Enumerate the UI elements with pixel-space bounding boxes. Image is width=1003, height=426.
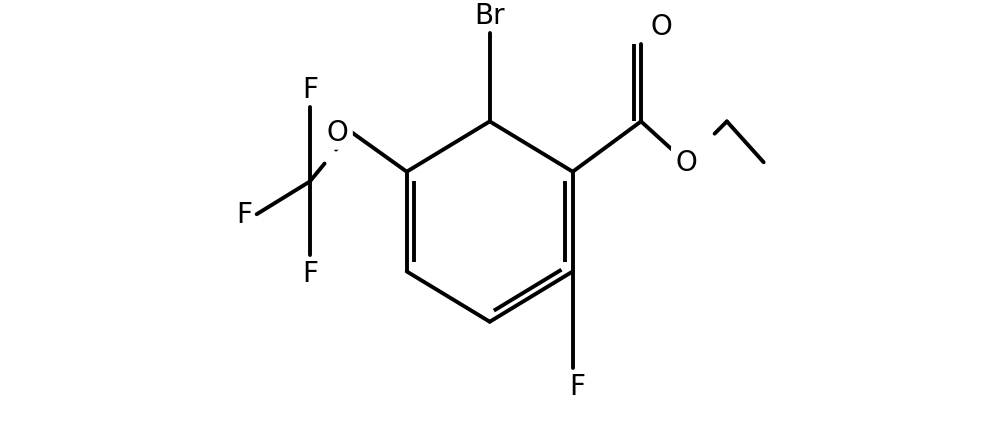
Text: F: F <box>302 76 318 104</box>
Text: Br: Br <box>474 3 505 30</box>
Text: O: O <box>649 13 671 40</box>
Text: O: O <box>674 149 696 177</box>
Text: F: F <box>302 259 318 288</box>
Text: F: F <box>569 372 584 400</box>
Text: O: O <box>327 118 348 146</box>
Text: F: F <box>237 201 253 229</box>
